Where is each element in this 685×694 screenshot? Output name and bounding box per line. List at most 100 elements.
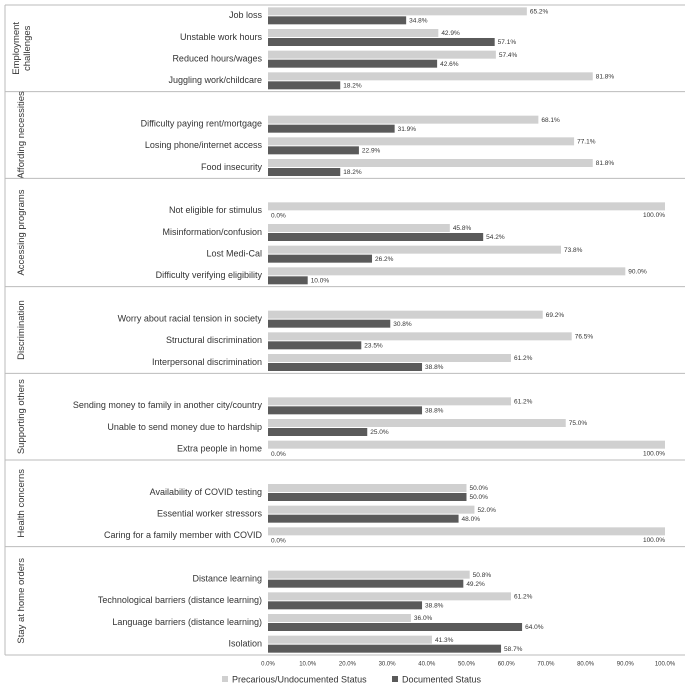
x-tick-label: 40.0% xyxy=(418,662,436,668)
value-label: 61.2% xyxy=(514,399,533,406)
group-label: Employmentchallenges xyxy=(11,22,33,75)
category-label: Caring for a family member with COVID xyxy=(104,530,263,540)
category-label: Difficulty verifying eligibility xyxy=(156,270,263,280)
bar xyxy=(268,310,543,319)
group-label-line: Stay at home orders xyxy=(16,558,27,644)
value-label: 68.1% xyxy=(541,117,560,124)
category-label: Interpersonal discrimination xyxy=(152,357,262,367)
value-label: 10.0% xyxy=(311,278,330,285)
category-label: Losing phone/internet access xyxy=(145,140,263,150)
x-tick-label: 20.0% xyxy=(339,662,357,668)
group-label: Stay at home orders xyxy=(16,558,27,644)
value-label: 38.8% xyxy=(425,364,444,371)
bar xyxy=(268,72,593,81)
category-label: Extra people in home xyxy=(177,444,262,454)
x-tick-label: 30.0% xyxy=(379,662,397,668)
bar xyxy=(268,579,464,588)
bar xyxy=(268,81,341,90)
category-label: Juggling work/childcare xyxy=(168,75,262,85)
x-tick-label: 80.0% xyxy=(577,662,595,668)
value-label: 100.0% xyxy=(643,450,665,457)
value-label: 36.0% xyxy=(414,615,433,622)
value-label: 34.8% xyxy=(409,18,428,25)
bar xyxy=(268,7,527,16)
value-label: 73.8% xyxy=(564,247,583,254)
group-label: Accessing programs xyxy=(16,189,27,275)
bar xyxy=(268,267,626,276)
value-label: 26.2% xyxy=(375,256,394,263)
category-label: Unable to send money due to hardship xyxy=(107,422,262,432)
x-tick-label: 70.0% xyxy=(537,662,555,668)
bar xyxy=(268,428,368,436)
category-label: Unstable work hours xyxy=(180,32,263,42)
x-tick-label: 10.0% xyxy=(299,662,317,668)
value-label: 0.0% xyxy=(271,538,286,545)
bar xyxy=(268,254,373,263)
value-label: 25.0% xyxy=(370,429,389,436)
group-label: Affording necessities xyxy=(16,91,27,179)
value-label: 100.0% xyxy=(643,537,665,544)
value-label: 77.1% xyxy=(577,139,596,146)
value-label: 75.0% xyxy=(569,420,588,427)
bar xyxy=(268,332,572,341)
value-label: 52.0% xyxy=(477,507,496,514)
legend-swatch xyxy=(222,676,228,682)
bar xyxy=(268,224,450,232)
bar xyxy=(268,570,470,579)
bar xyxy=(268,16,407,25)
value-label: 22.9% xyxy=(362,148,381,155)
value-label: 23.5% xyxy=(364,343,383,350)
x-tick-label: 100.0% xyxy=(655,662,676,668)
value-label: 41.3% xyxy=(435,637,454,644)
legend-label: Precarious/Undocumented Status xyxy=(232,674,367,684)
bar xyxy=(268,623,523,631)
category-label: Technological barriers (distance learnin… xyxy=(98,595,262,605)
group-label: Health concerns xyxy=(16,469,27,538)
bar xyxy=(268,59,438,68)
value-label: 50.0% xyxy=(470,494,489,501)
value-label: 0.0% xyxy=(271,451,286,458)
bar xyxy=(268,354,511,362)
value-label: 38.8% xyxy=(425,408,444,415)
bar xyxy=(268,440,665,449)
value-label: 81.8% xyxy=(596,74,615,81)
value-label: 50.8% xyxy=(473,572,492,579)
value-label: 0.0% xyxy=(271,213,286,220)
category-label: Language barriers (distance learning) xyxy=(112,617,262,627)
value-label: 76.5% xyxy=(575,334,594,341)
legend-label: Documented Status xyxy=(402,674,482,684)
value-label: 65.2% xyxy=(530,9,549,16)
group-label: Discrimination xyxy=(16,300,27,360)
bar xyxy=(268,635,432,644)
value-label: 48.0% xyxy=(462,516,481,523)
value-label: 50.0% xyxy=(470,485,489,492)
bar xyxy=(268,644,502,653)
value-label: 61.2% xyxy=(514,594,533,601)
bar xyxy=(268,50,496,59)
bar xyxy=(268,514,459,523)
value-label: 100.0% xyxy=(643,212,665,219)
category-label: Structural discrimination xyxy=(166,335,262,345)
x-tick-label: 60.0% xyxy=(498,662,516,668)
bar xyxy=(268,406,423,415)
group-label-line: challenges xyxy=(22,25,33,71)
bar xyxy=(268,146,359,155)
bar xyxy=(268,419,566,427)
bar xyxy=(268,505,475,514)
bar xyxy=(268,493,467,501)
value-label: 61.2% xyxy=(514,355,533,362)
bar xyxy=(268,484,467,492)
value-label: 64.0% xyxy=(525,624,544,631)
bar xyxy=(268,245,561,254)
value-label: 42.9% xyxy=(441,30,460,37)
bar xyxy=(268,614,411,622)
value-label: 58.7% xyxy=(504,646,523,653)
value-label: 81.8% xyxy=(596,160,615,167)
bar xyxy=(268,527,665,536)
value-label: 57.4% xyxy=(499,52,518,59)
category-label: Sending money to family in another city/… xyxy=(73,400,263,410)
group-label-line: Accessing programs xyxy=(16,189,27,275)
bar xyxy=(268,202,665,211)
category-label: Not eligible for stimulus xyxy=(169,205,263,215)
